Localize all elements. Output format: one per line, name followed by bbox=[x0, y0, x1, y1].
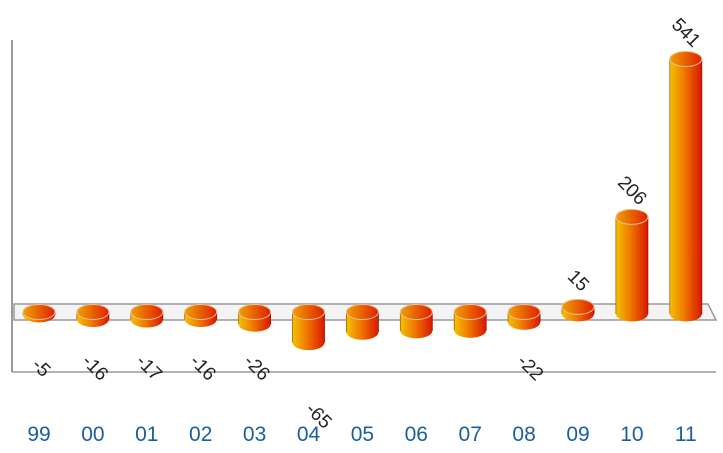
bar-99 bbox=[22, 304, 56, 323]
x-tick-label-11: 11 bbox=[675, 423, 697, 446]
bar-top bbox=[292, 304, 325, 320]
bar-top bbox=[184, 304, 218, 320]
bar-05 bbox=[345, 304, 379, 340]
bar-top bbox=[669, 51, 703, 67]
x-tick-label-06: 06 bbox=[405, 423, 428, 446]
bar-top bbox=[507, 304, 541, 320]
bar-01 bbox=[130, 304, 164, 328]
data-label-08: -22 bbox=[513, 351, 547, 385]
data-label-02: -16 bbox=[185, 351, 219, 385]
bar-top bbox=[22, 304, 56, 320]
bar-body bbox=[669, 59, 702, 314]
bar-top bbox=[76, 304, 110, 320]
bar-top bbox=[130, 304, 164, 320]
bar-11 bbox=[669, 51, 703, 322]
x-tick-label-01: 01 bbox=[135, 423, 158, 446]
x-tick-label-00: 00 bbox=[81, 423, 104, 446]
bar-02 bbox=[184, 304, 218, 328]
data-label-09: 15 bbox=[563, 266, 593, 296]
data-label-10: 206 bbox=[613, 172, 650, 209]
x-tick-label-08: 08 bbox=[512, 423, 535, 446]
bar-top bbox=[561, 298, 595, 315]
bar-body bbox=[615, 216, 648, 314]
x-tick-label-05: 05 bbox=[351, 423, 374, 446]
data-label-01: -17 bbox=[132, 351, 166, 385]
x-tick-label-09: 09 bbox=[566, 423, 589, 446]
data-label-00: -16 bbox=[78, 351, 112, 385]
bar-04 bbox=[292, 304, 325, 351]
x-tick-label-10: 10 bbox=[620, 423, 643, 446]
bar-top bbox=[345, 304, 379, 320]
bar-09 bbox=[561, 298, 595, 322]
bar-00 bbox=[76, 304, 110, 328]
bar-top bbox=[453, 304, 487, 320]
bars bbox=[22, 51, 703, 351]
bar-top bbox=[615, 208, 649, 225]
x-tick-label-02: 02 bbox=[189, 423, 212, 446]
bar-08 bbox=[507, 304, 541, 330]
data-label-99: -5 bbox=[27, 355, 54, 382]
data-label-11: 541 bbox=[667, 14, 704, 51]
bar-10 bbox=[615, 208, 649, 322]
x-tick-label-03: 03 bbox=[243, 423, 266, 446]
bar-06 bbox=[399, 304, 433, 339]
bar-top bbox=[238, 304, 272, 320]
x-tick-label-07: 07 bbox=[459, 423, 482, 446]
x-tick-label-04: 04 bbox=[297, 423, 321, 446]
bar-07 bbox=[453, 304, 487, 338]
bar-top bbox=[399, 304, 433, 320]
bar-03 bbox=[238, 304, 272, 332]
x-tick-label-99: 99 bbox=[27, 423, 50, 446]
data-label-03: -26 bbox=[239, 351, 273, 385]
